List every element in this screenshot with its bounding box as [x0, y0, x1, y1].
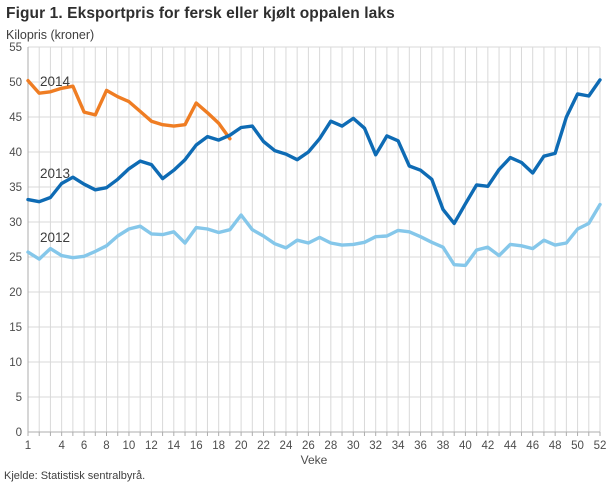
x-tick-label: 26 — [302, 440, 315, 452]
x-tick-label: 48 — [549, 440, 562, 452]
y-tick-label: 45 — [9, 112, 22, 124]
y-tick-label: 0 — [16, 427, 22, 439]
x-tick-label: 40 — [459, 440, 472, 452]
x-tick-label: 14 — [167, 440, 180, 452]
x-tick-label: 28 — [324, 440, 337, 452]
x-axis-title: Veke — [301, 453, 328, 467]
x-tick-label: 20 — [235, 440, 248, 452]
y-tick-label: 20 — [9, 287, 22, 299]
chart-title: Figur 1. Eksportpris for fersk eller kjø… — [6, 5, 395, 22]
x-tick-label: 24 — [280, 440, 293, 452]
y-tick-label: 40 — [9, 147, 22, 159]
y-tick-label: 30 — [9, 217, 22, 229]
x-tick-label: 16 — [190, 440, 203, 452]
x-tick-label: 34 — [392, 440, 405, 452]
x-tick-label: 30 — [347, 440, 360, 452]
x-tick-label: 52 — [594, 440, 607, 452]
y-tick-label: 35 — [9, 182, 22, 194]
series-label-2012: 2012 — [40, 230, 70, 245]
x-tick-label: 32 — [369, 440, 382, 452]
series-label-2013: 2013 — [40, 166, 70, 181]
x-tick-label: 36 — [414, 440, 427, 452]
y-axis-unit-label: Kilopris (kroner) — [6, 28, 95, 42]
x-tick-label: 46 — [526, 440, 539, 452]
y-tick-label: 25 — [9, 252, 22, 264]
x-tick-label: 8 — [103, 440, 109, 452]
series-line-2014 — [26, 78, 232, 141]
x-tick-label: 22 — [257, 440, 270, 452]
x-tick-label: 10 — [123, 440, 136, 452]
y-tick-label: 5 — [16, 392, 22, 404]
x-tick-label: 18 — [212, 440, 225, 452]
y-tick-label: 55 — [9, 42, 22, 54]
axes — [27, 47, 601, 436]
x-tick-label: 6 — [81, 440, 87, 452]
x-tick-label: 4 — [58, 440, 65, 452]
x-tick-label: 44 — [504, 440, 517, 452]
y-tick-label: 10 — [9, 357, 22, 369]
x-tick-label: 1 — [25, 440, 31, 452]
series-line-2012 — [26, 202, 602, 268]
y-tick-label: 15 — [9, 322, 22, 334]
series-line-2013 — [26, 78, 602, 226]
x-tick-label: 42 — [481, 440, 494, 452]
source-note: Kjelde: Statistisk sentralbyrå. — [4, 470, 146, 482]
x-tick-label: 12 — [145, 440, 158, 452]
x-tick-label: 38 — [437, 440, 450, 452]
series-label-2014: 2014 — [40, 74, 71, 89]
y-tick-label: 50 — [9, 77, 22, 89]
x-tick-label: 50 — [571, 440, 584, 452]
